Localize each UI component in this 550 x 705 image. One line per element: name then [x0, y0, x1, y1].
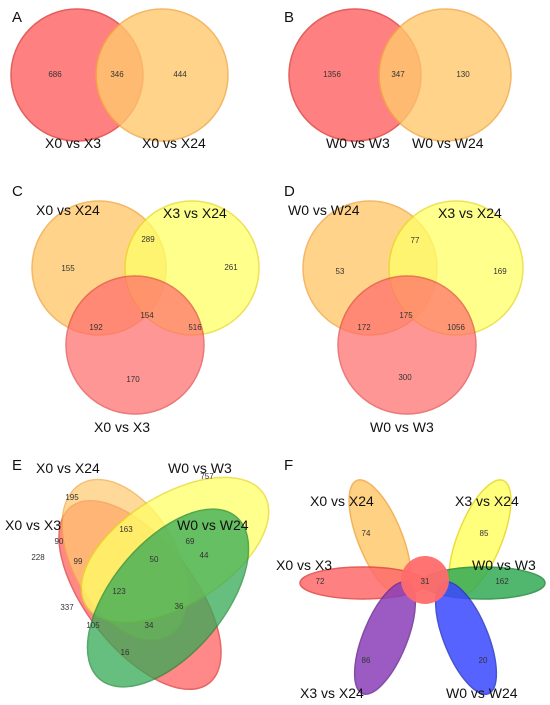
panel-b: B 1356 347 130 W0 vs W3 W0 vs W24	[284, 8, 512, 151]
count-w0-vs-w3-unique: 162	[495, 577, 509, 586]
set-label-x0-vs-x3: X0 vs X3	[94, 419, 150, 435]
count-all-three: 175	[399, 311, 413, 320]
count-x3-vs-x24-lower-unique: 86	[362, 656, 371, 665]
count-region: 16	[121, 648, 130, 657]
count-only-x0-vs-x3: 686	[48, 70, 62, 79]
count-region: 123	[112, 587, 126, 596]
count-x0-vs-x24-only: 155	[61, 264, 75, 273]
count-x0x24-x0x3: 192	[89, 323, 103, 332]
count-region: 99	[74, 557, 83, 566]
count-only-w0-vs-w3: 1356	[323, 70, 341, 79]
panel-c: C 155 289 261 192 154 516 170 X0 vs X24 …	[12, 183, 260, 435]
count-x3-vs-x24-only: 261	[224, 263, 238, 272]
count-overlap: 346	[110, 70, 124, 79]
count-region: 337	[60, 603, 74, 612]
set-label-w0-vs-w3: W0 vs W3	[326, 135, 390, 151]
set-circle-x0-vs-x3	[65, 275, 205, 415]
set-label-x0-vs-x24: X0 vs X24	[142, 135, 206, 151]
center-core	[401, 556, 449, 604]
count-region: 34	[145, 621, 154, 630]
set-label-x3-vs-x24: X3 vs X24	[438, 205, 502, 221]
set-ellipse-w0-vs-w24	[86, 508, 250, 688]
set-label-x0-vs-x24: X0 vs X24	[310, 493, 374, 509]
count-x0-vs-x3-only: 170	[126, 375, 140, 384]
count-x3x24-w0w3: 1056	[447, 323, 465, 332]
count-x3x24-x0x3: 516	[188, 323, 202, 332]
count-region: 90	[55, 537, 64, 546]
count-region: 36	[175, 602, 184, 611]
count-all-three: 154	[140, 311, 154, 320]
count-w0w24-w0w3: 172	[357, 323, 371, 332]
set-label-w0-vs-w24: W0 vs W24	[288, 202, 360, 218]
count-region: 195	[65, 493, 79, 502]
count-w0-vs-w3-only: 300	[398, 373, 412, 382]
set-label-w0-vs-w24: W0 vs W24	[446, 685, 518, 701]
panel-f-letter: F	[284, 457, 293, 474]
count-overlap: 347	[391, 70, 405, 79]
set-label-w0-vs-w3: W0 vs W3	[370, 419, 434, 435]
panel-b-letter: B	[284, 9, 294, 26]
panel-a: A 686 346 444 X0 vs X3 X0 vs X24	[10, 8, 229, 151]
count-w0-vs-w24-only: 53	[336, 267, 345, 276]
count-core-shared: 31	[421, 577, 430, 586]
panel-e-letter: E	[12, 457, 22, 474]
set-label-x3-vs-x24: X3 vs X24	[455, 493, 519, 509]
set-circle-w0-vs-w3	[337, 275, 477, 415]
set-label-x3-vs-x24-lower: X3 vs X24	[300, 685, 364, 701]
set-label-x0-vs-x3: X0 vs X3	[5, 517, 61, 533]
count-only-w0-vs-w24: 130	[456, 70, 470, 79]
panel-a-letter: A	[12, 9, 22, 26]
count-x3-vs-x24-only: 169	[493, 267, 507, 276]
set-label-w0-vs-w3: W0 vs W3	[168, 460, 232, 476]
count-w0w24-x3x24: 77	[411, 236, 420, 245]
count-only-x0-vs-x24: 444	[173, 70, 187, 79]
count-region: 105	[86, 621, 100, 630]
count-region: 69	[186, 537, 195, 546]
panel-e: E 195 757 90 163 69 44 228 99 50 123 337…	[5, 457, 270, 691]
count-x0-vs-x24-unique: 74	[362, 529, 371, 538]
set-label-x0-vs-x24: X0 vs X24	[36, 202, 100, 218]
set-label-x0-vs-x3: X0 vs X3	[276, 557, 332, 573]
count-w0-vs-w24-unique: 20	[479, 656, 488, 665]
set-label-x3-vs-x24: X3 vs X24	[163, 205, 227, 221]
set-label-w0-vs-w3: W0 vs W3	[472, 557, 536, 573]
set-circle-x0-vs-x24	[95, 8, 229, 142]
count-region: 757	[200, 472, 214, 481]
count-x3-vs-x24-unique: 85	[480, 529, 489, 538]
panel-f: F 74 85 72 31 162 86 20 X0 vs X24 X3 vs …	[276, 457, 546, 701]
set-label-w0-vs-w24: W0 vs W24	[177, 517, 249, 533]
set-label-x0-vs-x3: X0 vs X3	[45, 135, 101, 151]
count-region: 44	[200, 551, 209, 560]
count-region: 228	[31, 553, 45, 562]
set-label-w0-vs-w24: W0 vs W24	[412, 135, 484, 151]
panel-d-letter: D	[284, 183, 295, 200]
panel-d: D 53 77 169 172 175 1056 300 W0 vs W24 X…	[284, 183, 524, 435]
count-x0-vs-x3-unique: 72	[316, 577, 325, 586]
set-label-x0-vs-x24: X0 vs X24	[36, 460, 100, 476]
count-region: 163	[119, 525, 133, 534]
count-x0x24-x3x24: 289	[141, 235, 155, 244]
panel-c-letter: C	[12, 183, 23, 200]
count-region: 50	[150, 555, 159, 564]
set-circle-w0-vs-w24	[378, 8, 512, 142]
